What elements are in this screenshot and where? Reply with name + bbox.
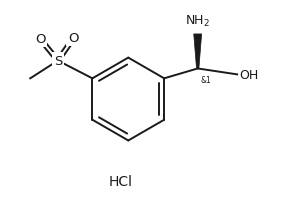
Text: &1: &1: [201, 76, 211, 85]
Text: O: O: [68, 32, 79, 45]
Text: NH$_2$: NH$_2$: [185, 14, 210, 29]
Text: O: O: [35, 33, 45, 46]
Text: S: S: [54, 55, 62, 68]
Polygon shape: [194, 35, 202, 69]
Text: OH: OH: [239, 69, 258, 81]
Text: HCl: HCl: [108, 174, 132, 188]
